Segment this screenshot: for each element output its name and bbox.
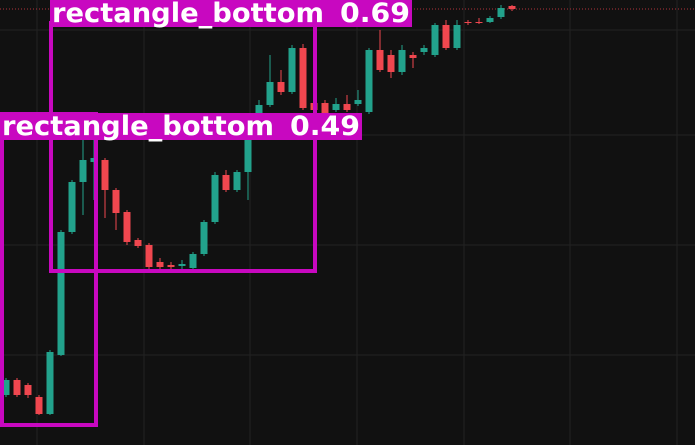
candle-body bbox=[145, 245, 153, 267]
candle-body bbox=[387, 55, 395, 72]
candle-body bbox=[112, 190, 120, 213]
candle-body bbox=[57, 232, 65, 355]
candle-body bbox=[508, 6, 516, 9]
detection-score: 0.69 bbox=[340, 0, 410, 29]
candle-body bbox=[156, 262, 164, 267]
candle-body bbox=[343, 104, 351, 110]
detection-box bbox=[49, 21, 317, 273]
candle-body bbox=[442, 25, 450, 48]
candle-body bbox=[409, 55, 417, 58]
candle-body bbox=[200, 222, 208, 254]
candle-body bbox=[68, 182, 76, 232]
candle-body bbox=[376, 50, 384, 70]
detection: rectangle_bottom 0.69 bbox=[49, 0, 412, 273]
candle-body bbox=[266, 82, 274, 105]
candle-body bbox=[365, 50, 373, 112]
candle-body bbox=[277, 82, 285, 92]
candle-body bbox=[13, 380, 21, 395]
detection-score: 0.49 bbox=[290, 111, 360, 142]
candle-body bbox=[464, 22, 472, 23]
candle-body bbox=[398, 50, 406, 72]
candle-body bbox=[211, 175, 219, 222]
candle-body bbox=[178, 264, 186, 266]
detection-label: rectangle_bottom bbox=[2, 111, 274, 142]
candle-body bbox=[288, 48, 296, 92]
candle-body bbox=[486, 18, 494, 22]
candle-body bbox=[321, 103, 329, 120]
candle-body bbox=[101, 160, 109, 190]
candle-body bbox=[475, 22, 483, 23]
candle-body bbox=[244, 135, 252, 172]
detection-label-bg bbox=[50, 0, 412, 27]
candle-body bbox=[79, 160, 87, 182]
candle-body bbox=[35, 397, 43, 414]
detection-label: rectangle_bottom bbox=[52, 0, 324, 29]
candle-body bbox=[453, 25, 461, 48]
candle-body bbox=[46, 352, 54, 414]
candle-body bbox=[134, 240, 142, 246]
candle-body bbox=[24, 385, 32, 395]
candle-body bbox=[189, 254, 197, 268]
candle-body bbox=[233, 172, 241, 190]
candle-body bbox=[420, 48, 428, 52]
candle-body bbox=[299, 48, 307, 108]
candle-body bbox=[431, 25, 439, 55]
candle-body bbox=[167, 265, 175, 267]
candle-body bbox=[332, 104, 340, 110]
detection: rectangle_bottom 0.49 bbox=[0, 111, 362, 427]
candle-body bbox=[2, 380, 10, 395]
candle-body bbox=[497, 8, 505, 17]
candle-body bbox=[123, 212, 131, 242]
candle-body bbox=[354, 100, 362, 104]
detection-label-bg bbox=[0, 113, 362, 140]
candle-body bbox=[222, 175, 230, 190]
